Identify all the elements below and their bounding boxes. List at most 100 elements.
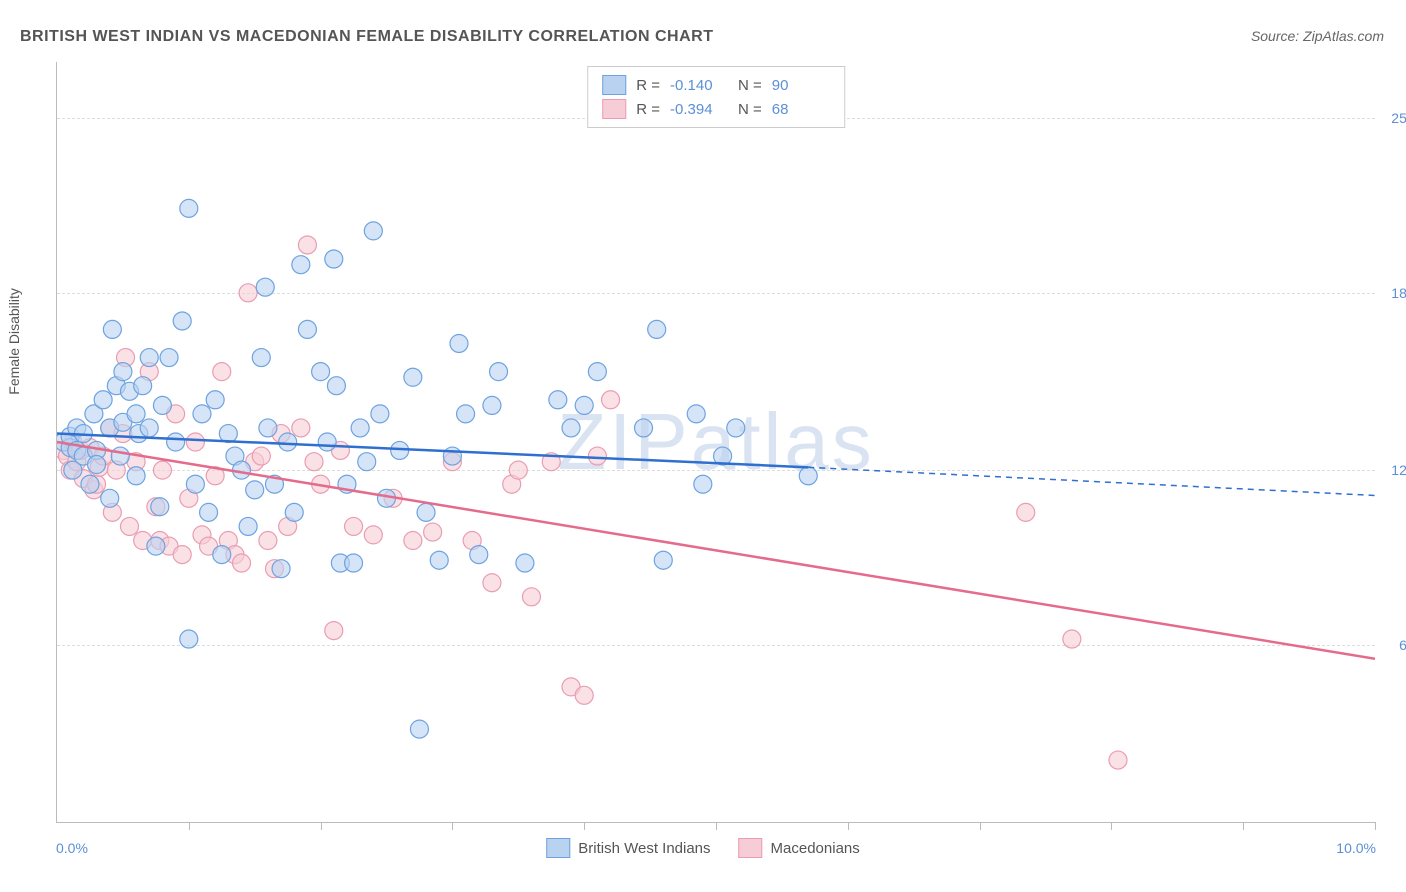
n-label: N = xyxy=(738,101,762,118)
n-value-2: 68 xyxy=(772,101,830,118)
x-tick xyxy=(189,822,190,830)
scatter-point xyxy=(312,363,330,381)
scatter-point xyxy=(167,433,185,451)
scatter-point xyxy=(588,447,606,465)
scatter-point xyxy=(256,278,274,296)
x-tick xyxy=(1111,822,1112,830)
scatter-point xyxy=(206,391,224,409)
scatter-point xyxy=(562,419,580,437)
r-label: R = xyxy=(636,77,660,94)
scatter-point xyxy=(285,503,303,521)
scatter-point xyxy=(1063,630,1081,648)
correlation-legend: R = -0.140 N = 90 R = -0.394 N = 68 xyxy=(587,66,845,128)
n-value-1: 90 xyxy=(772,77,830,94)
scatter-point xyxy=(233,554,251,572)
scatter-point xyxy=(687,405,705,423)
scatter-point xyxy=(239,284,257,302)
scatter-point xyxy=(470,546,488,564)
scatter-point xyxy=(259,419,277,437)
scatter-svg xyxy=(57,62,1375,822)
scatter-point xyxy=(213,546,231,564)
x-tick xyxy=(584,822,585,830)
scatter-point xyxy=(424,523,442,541)
scatter-point xyxy=(351,419,369,437)
scatter-point xyxy=(134,377,152,395)
legend-item-1: British West Indians xyxy=(546,838,710,858)
x-axis-min-label: 0.0% xyxy=(56,840,88,856)
legend-row-series2: R = -0.394 N = 68 xyxy=(602,97,830,121)
scatter-point xyxy=(272,560,290,578)
legend-swatch-pink xyxy=(602,99,626,119)
x-tick xyxy=(980,822,981,830)
x-tick xyxy=(1243,822,1244,830)
legend-swatch-blue xyxy=(602,75,626,95)
y-tick-label: 12.5% xyxy=(1381,462,1406,478)
scatter-point xyxy=(430,551,448,569)
scatter-point xyxy=(325,250,343,268)
scatter-point xyxy=(140,349,158,367)
scatter-point xyxy=(160,349,178,367)
chart-plot-area: ZIPatlas R = -0.140 N = 90 R = -0.394 N … xyxy=(56,62,1375,823)
scatter-point xyxy=(292,419,310,437)
x-axis-max-label: 10.0% xyxy=(1336,840,1376,856)
scatter-point xyxy=(173,546,191,564)
scatter-point xyxy=(483,574,501,592)
scatter-point xyxy=(588,363,606,381)
scatter-point xyxy=(727,419,745,437)
scatter-point xyxy=(635,419,653,437)
series-legend: British West Indians Macedonians xyxy=(546,838,860,858)
scatter-point xyxy=(101,489,119,507)
scatter-point xyxy=(81,475,99,493)
scatter-point xyxy=(252,447,270,465)
legend-row-series1: R = -0.140 N = 90 xyxy=(602,73,830,97)
scatter-point xyxy=(327,377,345,395)
scatter-point xyxy=(200,503,218,521)
scatter-point xyxy=(522,588,540,606)
scatter-point xyxy=(153,461,171,479)
y-tick-label: 25.0% xyxy=(1381,110,1406,126)
scatter-point xyxy=(410,720,428,738)
scatter-point xyxy=(325,622,343,640)
x-tick xyxy=(1375,822,1376,830)
scatter-point xyxy=(180,199,198,217)
scatter-point xyxy=(404,532,422,550)
scatter-point xyxy=(259,532,277,550)
scatter-point xyxy=(151,498,169,516)
scatter-point xyxy=(114,363,132,381)
y-tick-label: 6.3% xyxy=(1381,637,1406,653)
scatter-point xyxy=(186,475,204,493)
r-value-1: -0.140 xyxy=(670,77,728,94)
scatter-point xyxy=(648,320,666,338)
scatter-point xyxy=(279,433,297,451)
scatter-point xyxy=(358,453,376,471)
scatter-point xyxy=(694,475,712,493)
scatter-point xyxy=(239,517,257,535)
scatter-point xyxy=(575,396,593,414)
scatter-point xyxy=(186,433,204,451)
scatter-point xyxy=(364,526,382,544)
scatter-point xyxy=(345,517,363,535)
scatter-point xyxy=(140,419,158,437)
scatter-point xyxy=(298,320,316,338)
legend-item-2: Macedonians xyxy=(739,838,860,858)
scatter-point xyxy=(490,363,508,381)
legend-label-1: British West Indians xyxy=(578,840,710,857)
regression-line-bwi-dashed xyxy=(808,467,1375,495)
scatter-point xyxy=(371,405,389,423)
n-label: N = xyxy=(738,77,762,94)
scatter-point xyxy=(417,503,435,521)
scatter-point xyxy=(1109,751,1127,769)
x-tick xyxy=(848,822,849,830)
scatter-point xyxy=(654,551,672,569)
scatter-point xyxy=(549,391,567,409)
scatter-point xyxy=(88,456,106,474)
legend-swatch-blue xyxy=(546,838,570,858)
scatter-point xyxy=(120,517,138,535)
scatter-point xyxy=(94,391,112,409)
scatter-point xyxy=(147,537,165,555)
scatter-point xyxy=(364,222,382,240)
scatter-point xyxy=(111,447,129,465)
scatter-point xyxy=(103,320,121,338)
scatter-point xyxy=(509,461,527,479)
scatter-point xyxy=(602,391,620,409)
